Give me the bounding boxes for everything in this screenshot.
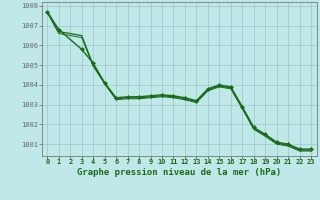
X-axis label: Graphe pression niveau de la mer (hPa): Graphe pression niveau de la mer (hPa)	[77, 168, 281, 177]
